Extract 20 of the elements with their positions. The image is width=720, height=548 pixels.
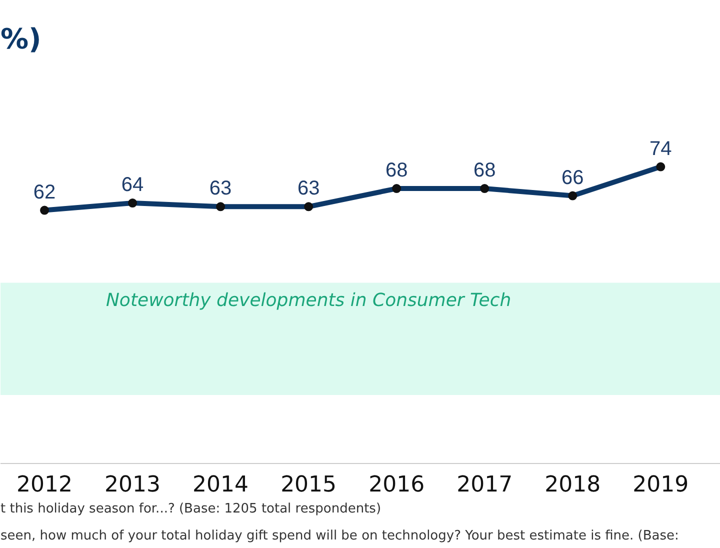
data-label: 66 (562, 166, 584, 189)
x-tick-label: 2014 (192, 472, 249, 498)
x-tick-label: 2016 (368, 472, 425, 498)
band-label: Noteworthy developments in Consumer Tech (106, 290, 512, 311)
x-tick-label: 2018 (544, 472, 601, 498)
data-label: 68 (385, 160, 408, 182)
x-tick-label: 2015 (280, 472, 337, 498)
x-tick-label: 2013 (104, 472, 161, 498)
x-tick-label: 2017 (456, 472, 513, 498)
text: seen, how much of your total holiday gift spend will be on technology? Your best estimate is fine. (Base: (0, 528, 679, 544)
data-label: 68 (473, 160, 496, 182)
x-tick-label: 2019 (632, 472, 689, 498)
data-label: 63 (297, 178, 320, 200)
data-label: 64 (121, 174, 144, 196)
text: t this holiday season for...? (Base: 1205 total respondents) (0, 502, 382, 516)
x-tick-label: 2012 (16, 472, 73, 498)
chart-title: %) (0, 22, 42, 56)
data-label: 74 (650, 138, 672, 160)
data-label: 63 (209, 178, 232, 200)
data-label: 62 (33, 181, 56, 204)
